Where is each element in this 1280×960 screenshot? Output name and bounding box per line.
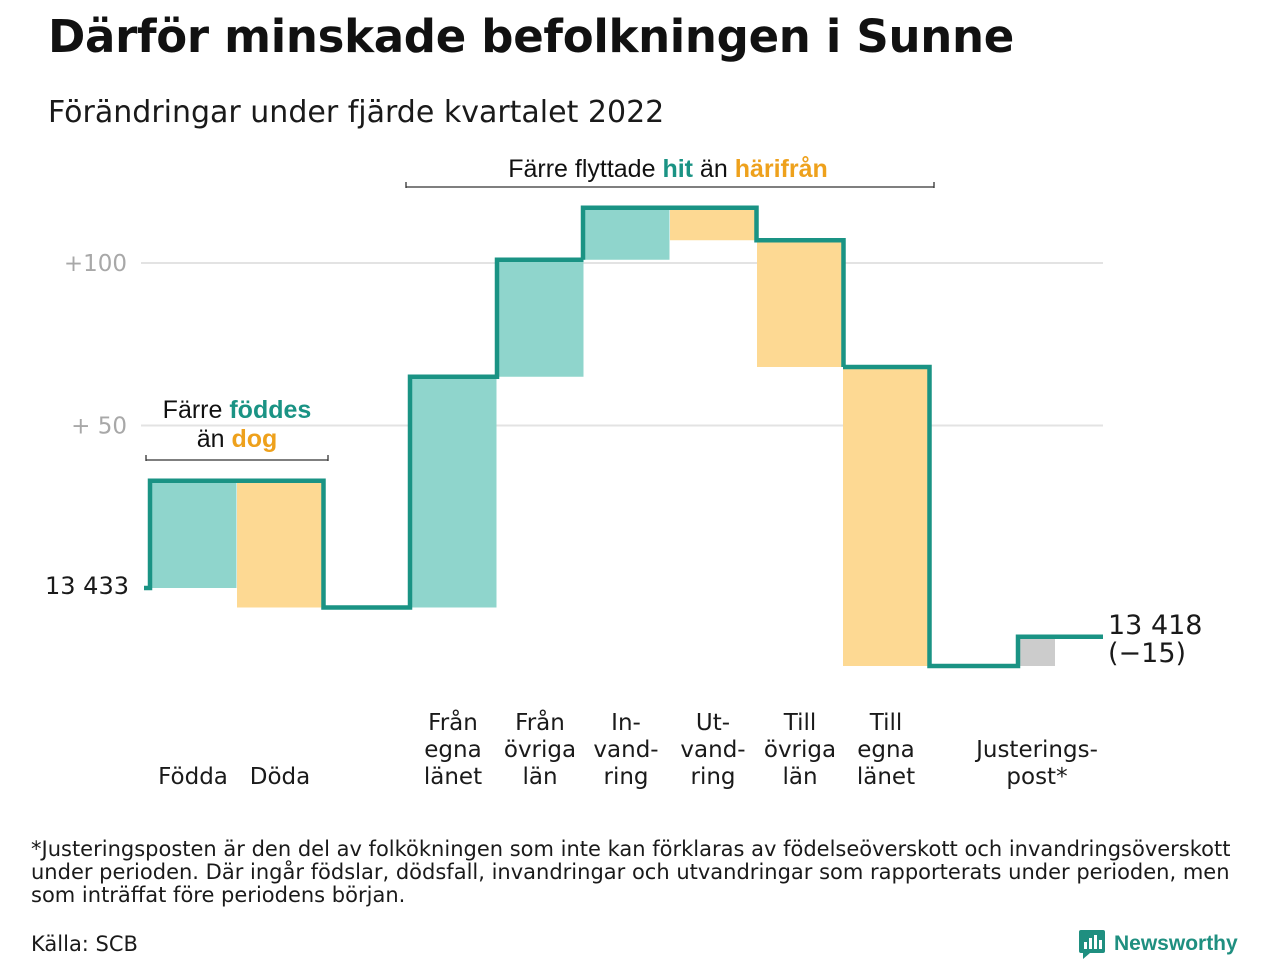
births-annotation: Färre föddes än dog [163,396,312,453]
bar-1 [150,480,237,588]
start-value-label: 13 433 [45,572,129,600]
category-label: Födda [158,764,228,790]
step-line [144,205,1103,669]
bar-7 [757,240,844,367]
y-tick-label: + 50 [71,414,127,440]
category-label: Till egna länet [857,710,915,790]
bar-8 [843,367,930,666]
category-label: In-vand-ring [593,710,658,790]
end-value-label: 13 418 [1108,610,1202,641]
bar-4 [497,259,584,377]
bar-3 [410,376,497,608]
footnote: *Justeringsposten är den del av folkökni… [31,837,1231,907]
source-label: Källa: SCB [31,932,138,956]
newsworthy-logo-icon [1079,930,1105,959]
births-bracket [145,455,329,461]
migration-annotation: Färre flyttade hit än härifrån [508,155,828,183]
waterfall-chart: +100 + 50 13 433 Födda Döda Från egna länet Frå… [45,155,1202,790]
category-label: Justerings-post* [974,737,1098,790]
chart-title: Därför minskade befolkningen i Sunne [48,10,1014,63]
category-label: Från egna länet [424,708,482,790]
category-label: Från övriga län [504,708,576,790]
chart-subtitle: Förändringar under fjärde kvartalet 2022 [48,95,665,130]
bar-2 [237,480,324,608]
gridlines: +100 + 50 [64,251,1103,440]
category-label: Ut-vand-ring [680,710,745,790]
brand-name: Newsworthy [1114,932,1238,955]
labels: 13 433 Födda Döda Från egna länet Från övriga lä… [45,572,1202,790]
bar-9 [1018,636,1055,666]
annotations: Färre föddes än dog Färre flyttade hit än … [145,155,935,461]
category-label: Döda [250,764,310,790]
bar-5 [583,207,670,260]
bars [150,207,1055,666]
brand-logo[interactable]: Newsworthy [1078,928,1238,960]
y-tick-label: +100 [64,251,127,277]
step-line-path [144,205,1103,669]
end-change-label: (−15) [1108,638,1186,669]
migration-bracket [405,182,935,188]
category-label: Till övriga län [764,710,836,790]
bar-6 [670,207,757,241]
